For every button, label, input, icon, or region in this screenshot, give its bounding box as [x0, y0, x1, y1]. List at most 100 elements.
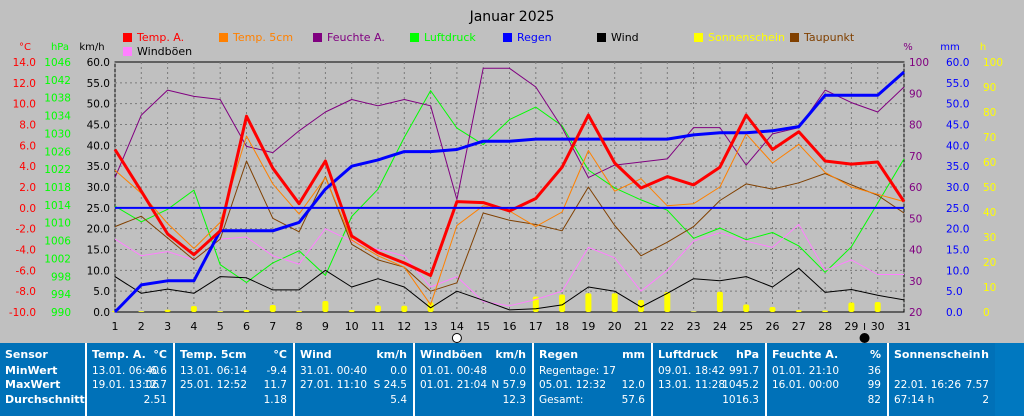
- stat-date: 27.01. 11:10: [300, 379, 367, 391]
- series-line-luftdruck: [114, 90, 905, 283]
- stat-column-name: Luftdruck: [658, 348, 718, 361]
- axis-unit-humidity: %: [903, 42, 913, 53]
- temp-axis-tick-label: 4.0: [19, 161, 36, 173]
- humidity-axis-tick-label: 50: [909, 213, 922, 225]
- wind-axis-tick-label: 45.0: [87, 120, 110, 132]
- legend-item: Taupunkt: [803, 31, 855, 44]
- stat-date: Gesamt:: [539, 394, 584, 406]
- legend-item: Temp. A.: [136, 31, 184, 44]
- axis-unit-wind: km/h: [79, 42, 104, 53]
- x-tick-label: 17: [529, 320, 543, 333]
- wind-axis-tick-label: 5.0: [93, 286, 110, 298]
- sunshine-axis-tick-label: 30: [983, 232, 996, 244]
- pressure-axis-tick-label: 1002: [44, 253, 71, 265]
- stat-row-avg: Gesamt: 57.6: [539, 393, 645, 407]
- rain-axis-tick-label: 45.0: [946, 120, 969, 132]
- stat-date: 05.01. 12:32: [539, 379, 606, 391]
- x-tick-label: 7: [269, 320, 276, 333]
- full-moon-icon: [451, 333, 462, 343]
- stat-row-min: 31.01. 00:40 0.0: [300, 364, 407, 378]
- sunshine-axis-tick-label: 60: [983, 157, 996, 169]
- stat-column-unit: km/h: [376, 348, 407, 361]
- wind-axis-tick-label: 30.0: [87, 182, 110, 194]
- x-tick-label: 19: [581, 320, 595, 333]
- legend-swatch: [503, 33, 512, 42]
- stat-row-max: 01.01. 21:04 N 57.9: [420, 378, 526, 392]
- wind-axis-tick-label: 25.0: [87, 203, 110, 215]
- stat-row-min: Regentage: 17: [539, 364, 645, 378]
- humidity-axis-tick-label: 30: [909, 276, 922, 288]
- rain-axis-tick-label: 10.0: [946, 265, 969, 277]
- x-tick-label: 8: [296, 320, 303, 333]
- sunshine-bar: [190, 306, 197, 312]
- pressure-axis-tick-label: 1034: [44, 111, 71, 123]
- sunshine-axis-tick-label: 70: [983, 132, 996, 144]
- series-line-feuchte-a-: [114, 67, 905, 200]
- stat-column-name: Wind: [300, 348, 332, 361]
- sunshine-bar: [375, 305, 381, 312]
- axis-unit-pressure: hPa: [51, 42, 69, 53]
- stat-value: 12.3: [502, 394, 526, 406]
- stat-value: 1045.2: [722, 379, 759, 391]
- wind-axis-tick-label: 35.0: [87, 161, 110, 173]
- humidity-axis-tick-label: 100: [909, 57, 929, 69]
- x-tick-label: 11: [371, 320, 385, 333]
- humidity-axis-tick-label: 40: [909, 245, 922, 257]
- sunshine-bar: [743, 304, 750, 312]
- stat-date: 13.01. 06:40: [92, 365, 159, 377]
- x-tick-label: 30: [871, 320, 885, 333]
- legend-item: Feuchte A.: [327, 31, 385, 44]
- stat-column-header: Temp. 5cm °C: [180, 348, 287, 363]
- x-tick-label: 5: [217, 320, 224, 333]
- stat-column-name: Temp. 5cm: [180, 348, 247, 361]
- pressure-axis-tick-label: 1030: [44, 128, 71, 140]
- stat-value: -6.6: [146, 365, 168, 377]
- legend-swatch: [123, 33, 132, 42]
- wind-axis-tick-label: 40.0: [87, 140, 110, 152]
- weather-chart: Januar 2025°C hPa km/h% mm h14.012.010.08.06…: [9, 9, 1003, 343]
- x-tick-label: 27: [792, 320, 806, 333]
- x-tick-label: 20: [608, 320, 622, 333]
- wind-axis-tick-label: 60.0: [87, 57, 110, 69]
- sunshine-axis-tick-label: 0: [983, 307, 990, 319]
- wind-axis-tick-label: 10.0: [87, 265, 110, 277]
- legend-item: Sonnenschein: [708, 31, 785, 44]
- series-line-temp-a-: [113, 113, 906, 277]
- stat-value: 0.0: [390, 365, 407, 377]
- rain-axis-tick-label: 55.0: [946, 78, 969, 90]
- legend-swatch: [123, 47, 132, 56]
- temp-axis-tick-label: 2.0: [19, 182, 36, 194]
- temp-axis-tick-label: -4.0: [16, 245, 37, 257]
- x-tick-label: 15: [476, 320, 490, 333]
- stat-date: 19.01. 13:06: [92, 379, 159, 391]
- rain-axis-tick-label: 20.0: [946, 224, 969, 236]
- pressure-axis-tick-label: 994: [51, 289, 71, 301]
- stat-row-min: [894, 364, 989, 378]
- stat-row-min: 13.01. 06:14 -9.4: [180, 364, 287, 378]
- rain-axis-tick-label: 60.0: [946, 57, 969, 69]
- x-tick-label: 14: [450, 320, 464, 333]
- sunshine-bar: [795, 310, 802, 312]
- stat-column-name: Sonnenschein: [894, 348, 981, 361]
- stat-value: 2.51: [143, 394, 167, 406]
- stat-value: 0.0: [509, 365, 526, 377]
- legend-item: Luftdruck: [424, 31, 476, 44]
- axis-unit-sun: h: [980, 42, 986, 53]
- pressure-axis-tick-label: 1018: [44, 182, 71, 194]
- x-tick-label: 13: [424, 320, 438, 333]
- stat-column-header: Feuchte A.%: [772, 348, 881, 363]
- series-line-regen: [113, 70, 905, 314]
- x-tick-label: 21: [634, 320, 648, 333]
- stat-column-header: Temp. A. °C: [92, 348, 167, 363]
- sunshine-axis-tick-label: 90: [983, 82, 996, 94]
- sunshine-bar: [664, 292, 671, 312]
- stat-date: 09.01. 18:42: [658, 365, 725, 377]
- stat-column: Wind km/h 31.01. 00:40 0.0 27.01. 11:10 S 24.…: [295, 343, 415, 416]
- humidity-axis-tick-label: 60: [909, 182, 922, 194]
- stat-column: Feuchte A.% 01.01. 21:10 36 16.01. 00:00 99 8…: [767, 343, 889, 416]
- grid: [114, 62, 905, 312]
- sunshine-bar: [690, 311, 697, 312]
- legend-item: Wind: [611, 31, 639, 44]
- stat-value: 99: [867, 379, 881, 391]
- pressure-axis-tick-label: 1014: [44, 200, 71, 212]
